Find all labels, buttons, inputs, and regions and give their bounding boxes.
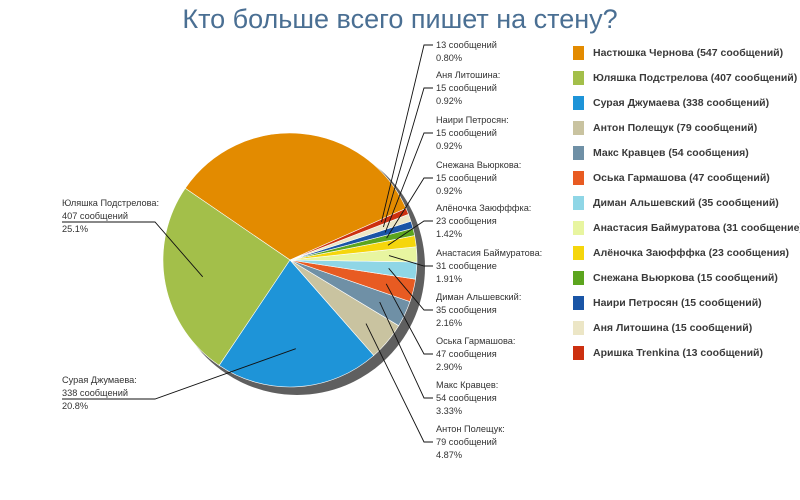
slice-count-label: 407 сообщений <box>62 211 128 221</box>
slice-count-label: 47 сообщения <box>436 349 497 359</box>
legend-swatch <box>573 121 584 135</box>
slice-count-label: 13 сообщений <box>436 40 497 50</box>
legend-swatch <box>573 246 584 260</box>
legend-label: Диман Альшевский (35 сообщений) <box>593 197 779 209</box>
legend-swatch <box>573 146 584 160</box>
slice-count-label: 54 сообщения <box>436 393 497 403</box>
leader-line <box>379 301 433 399</box>
slice-name-label: Макс Кравцев: <box>436 380 498 390</box>
slice-percent-label: 25.1% <box>62 224 88 234</box>
slice-percent-label: 3.33% <box>436 406 462 416</box>
slice-name-label: Юляшка Подстрелова: <box>62 198 159 208</box>
slice-name-label: Сурая Джумаева: <box>62 375 137 385</box>
slice-count-label: 35 сообщения <box>436 305 497 315</box>
pie-slices <box>162 132 418 388</box>
legend-swatch <box>573 71 584 85</box>
leader-line <box>388 268 433 311</box>
slice-percent-label: 0.80% <box>436 53 462 63</box>
chart-title: Кто больше всего пишет на стену? <box>182 4 618 34</box>
slice-name-label: Аня Литошина: <box>436 70 500 80</box>
legend-swatch <box>573 346 584 360</box>
legend-label: Анастасия Баймуратова (31 сообщение) <box>593 222 800 234</box>
slice-name-label: Наири Петросян: <box>436 115 509 125</box>
legend-swatch <box>573 321 584 335</box>
slice-percent-label: 20.8% <box>62 401 88 411</box>
legend-swatch <box>573 196 584 210</box>
legend-label: Макс Кравцев (54 сообщения) <box>593 147 749 159</box>
pie-slice[interactable] <box>218 259 375 388</box>
legend-swatch <box>573 221 584 235</box>
legend-swatch <box>573 296 584 310</box>
slice-percent-label: 4.87% <box>436 450 462 460</box>
leader-line <box>62 348 296 400</box>
legend-swatch <box>573 96 584 110</box>
slice-count-label: 338 сообщений <box>62 388 128 398</box>
slice-name-label: Антон Полещук: <box>436 424 505 434</box>
slice-count-label: 79 сообщений <box>436 437 497 447</box>
slice-labels: Юляшка Подстрелова: 407 сообщений 25.1% Сур… <box>62 40 542 460</box>
legend-label: Настюшка Чернова (547 сообщений) <box>593 47 784 59</box>
slice-percent-label: 0.92% <box>436 141 462 151</box>
leader-line <box>365 323 433 443</box>
slice-percent-label: 2.90% <box>436 362 462 372</box>
slice-count-label: 31 сообщение <box>436 261 497 271</box>
leader-line <box>384 132 433 233</box>
legend: Настюшка Чернова (547 сообщений) Юляшка П… <box>568 44 800 384</box>
leader-line <box>381 44 433 223</box>
slice-count-label: 15 сообщений <box>436 173 497 183</box>
leader-line <box>386 177 433 239</box>
pie-slice[interactable] <box>162 187 291 366</box>
pie-slice[interactable] <box>184 132 407 261</box>
slice-percent-label: 0.92% <box>436 186 462 196</box>
legend-label: Алёночка Заюфффка (23 сообщения) <box>593 247 790 259</box>
slice-count-label: 15 сообщений <box>436 83 497 93</box>
slice-count-label: 23 сообщения <box>436 216 497 226</box>
legend-label: Антон Полещук (79 сообщений) <box>593 122 758 134</box>
pie-slice[interactable] <box>289 207 409 261</box>
legend-label: Снежана Вьюркова (15 сообщений) <box>593 272 778 284</box>
legend-swatch <box>573 271 584 285</box>
slice-name-label: Снежана Вьюркова: <box>436 160 521 170</box>
leader-line <box>387 220 433 246</box>
legend-swatch <box>573 171 584 185</box>
leader-line <box>62 221 204 278</box>
slice-name-label: Анастасия Баймуратова: <box>436 248 542 258</box>
legend-label: Аня Литошина (15 сообщений) <box>593 322 753 334</box>
slice-percent-label: 1.91% <box>436 274 462 284</box>
slice-name-label: Оська Гармашова: <box>436 336 515 346</box>
legend-label: Оська Гармашова (47 сообщений) <box>593 172 770 184</box>
legend-swatch <box>573 46 584 60</box>
slice-percent-label: 2.16% <box>436 318 462 328</box>
slice-percent-label: 0.92% <box>436 96 462 106</box>
slice-name-label: Алёночка Заюфффка: <box>436 203 531 213</box>
legend-label: Юляшка Подстрелова (407 сообщений) <box>593 72 798 84</box>
legend-label: Наири Петросян (15 сообщений) <box>593 297 762 309</box>
legend-label: Сурая Джумаева (338 сообщений) <box>593 97 770 109</box>
legend-label: Аришка Trenkina (13 сообщений) <box>593 347 764 359</box>
leader-line <box>382 87 433 228</box>
leader-line <box>388 255 433 267</box>
slice-count-label: 15 сообщений <box>436 128 497 138</box>
slice-name-label: Диман Альшевский: <box>436 292 521 302</box>
leader-line <box>385 283 433 355</box>
slice-percent-label: 1.42% <box>436 229 462 239</box>
